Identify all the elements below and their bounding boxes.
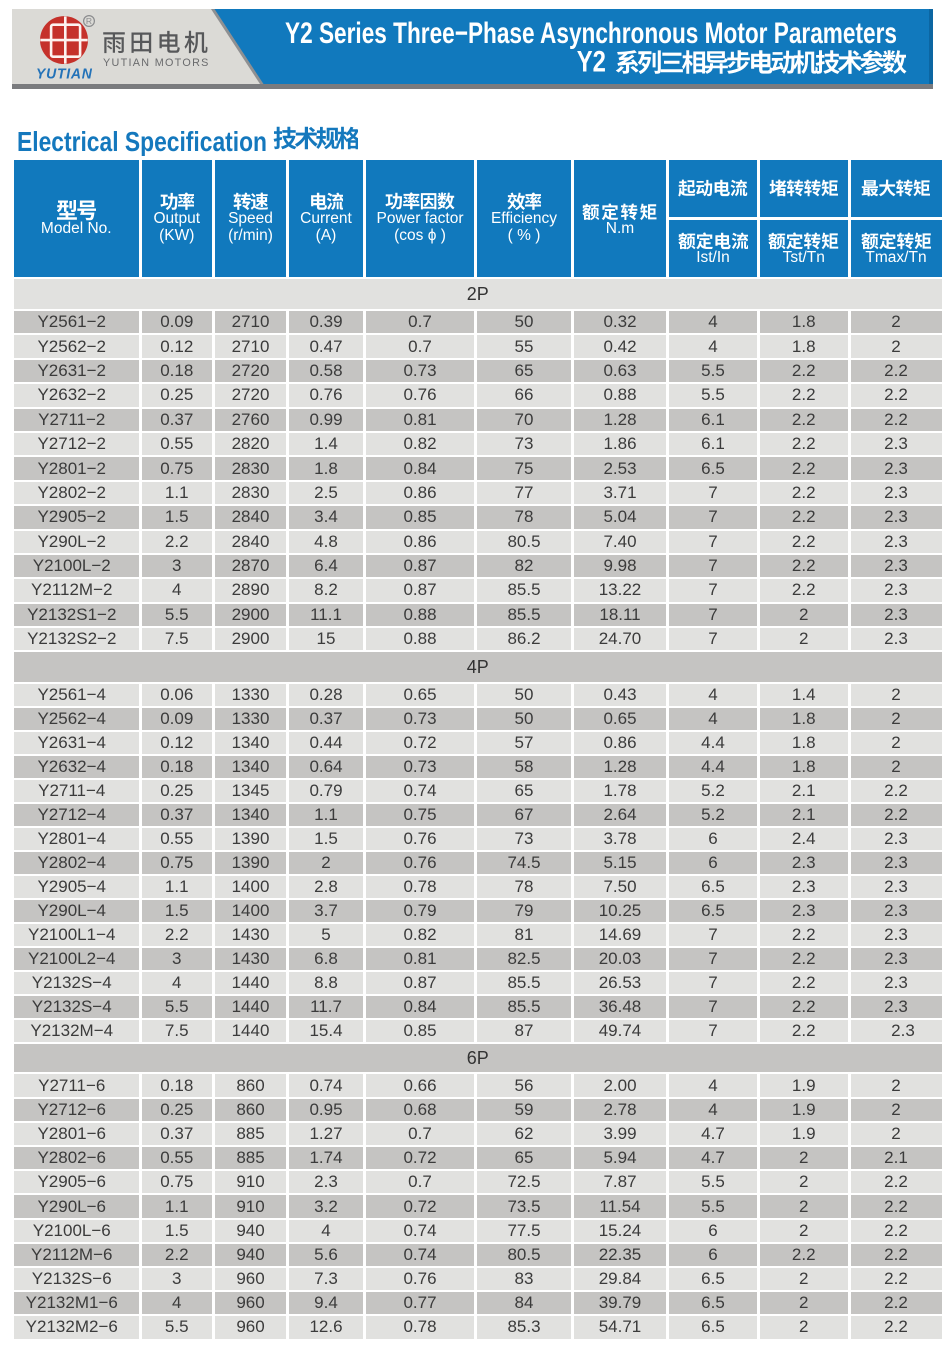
- svg-text:Y2 Series Three−Phase Asynchro: Y2 Series Three−Phase Asynchronous Motor…: [285, 17, 897, 50]
- svg-text:Electrical Specification: Electrical Specification: [17, 126, 267, 156]
- svg-text:Y2: Y2: [577, 48, 606, 77]
- svg-text:R: R: [86, 16, 92, 26]
